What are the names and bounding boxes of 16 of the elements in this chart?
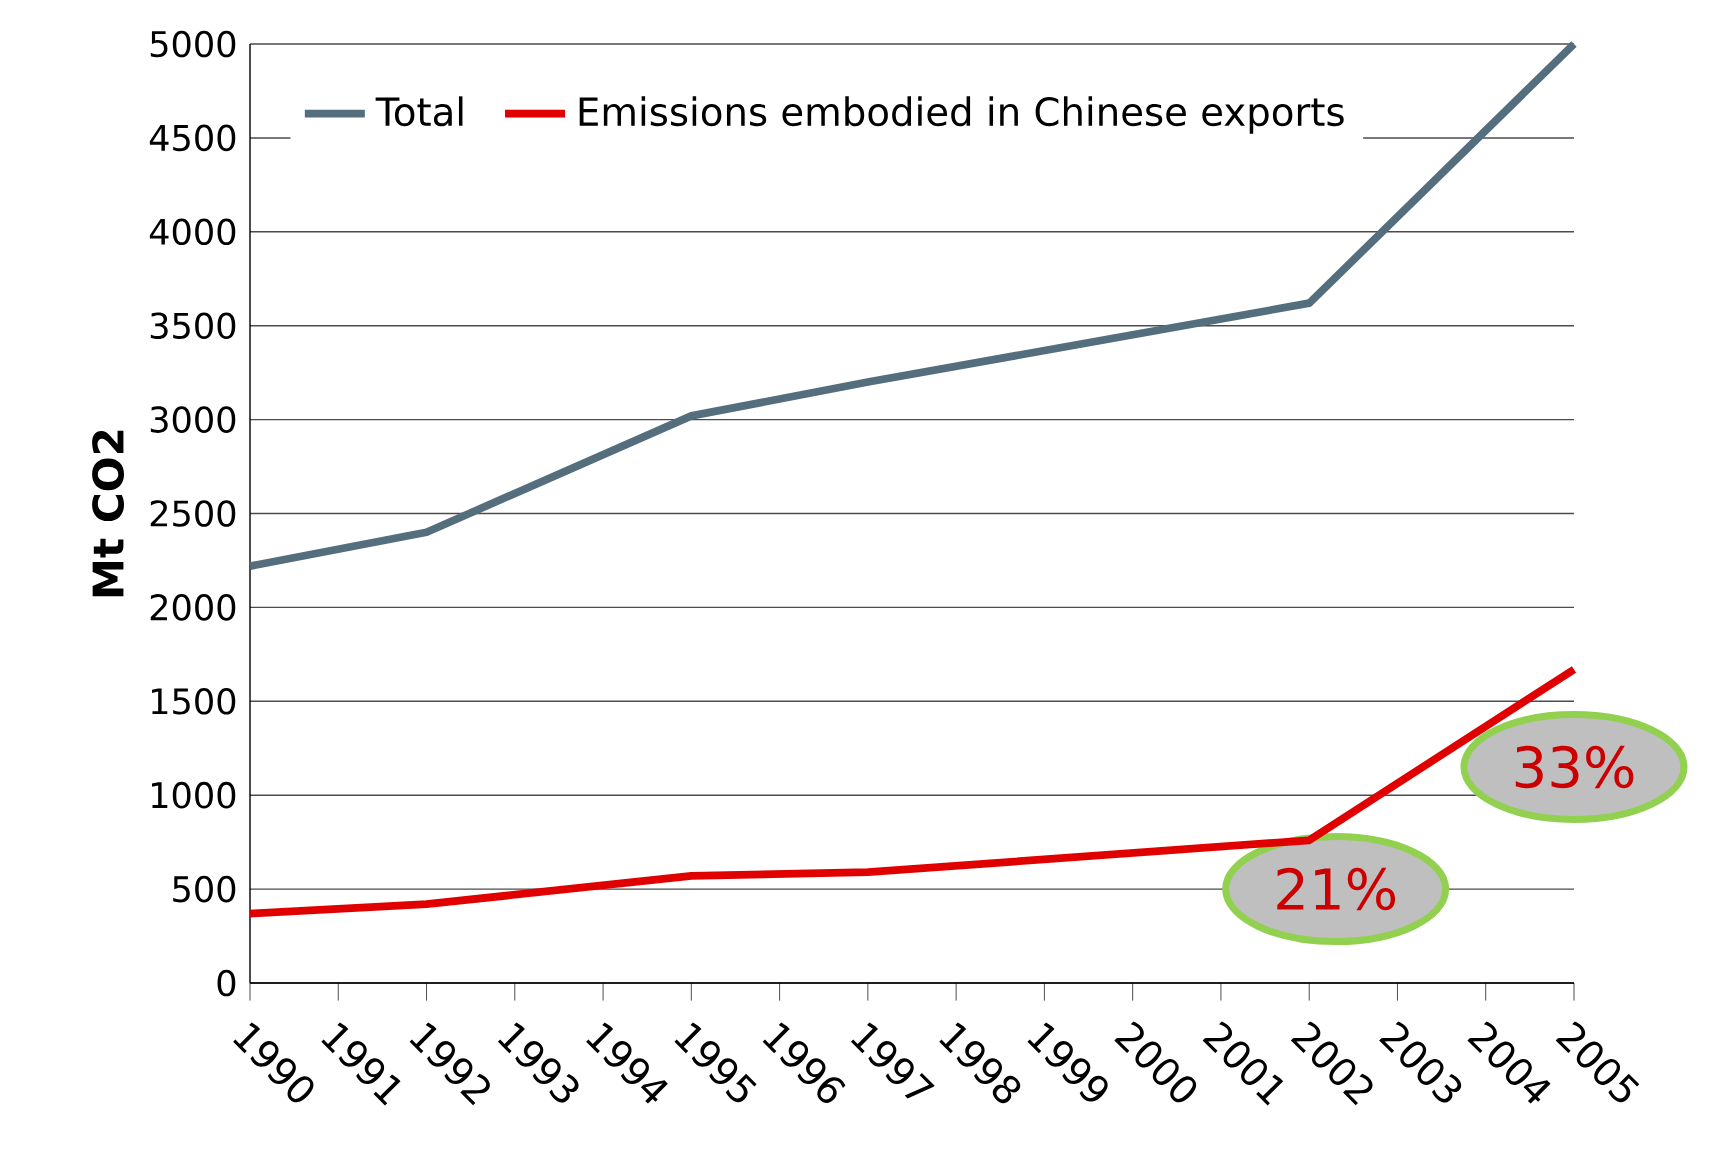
y-tick-label: 0 (217, 969, 236, 997)
y-tick-label: 1500 (152, 687, 236, 715)
y-tick-label: 5000 (150, 30, 236, 58)
y-axis-title: Mt CO2 (92, 430, 125, 597)
y-tick-label: 2500 (150, 500, 236, 527)
y-tick-label: 2000 (150, 594, 236, 621)
y-tick-label: 3500 (150, 312, 236, 340)
annotation: 21% (1277, 867, 1396, 911)
legend-label: Total (375, 96, 463, 127)
y-tick-label: 500 (173, 875, 236, 903)
y-tick-label: 3000 (150, 406, 236, 433)
y-tick-label: 4000 (149, 218, 236, 246)
y-tick-label: 4500 (149, 124, 236, 152)
annotation: 33% (1515, 745, 1634, 789)
legend-label: Emissions embodied in Chinese exports (579, 96, 1344, 134)
y-tick-label: 1000 (152, 781, 236, 809)
